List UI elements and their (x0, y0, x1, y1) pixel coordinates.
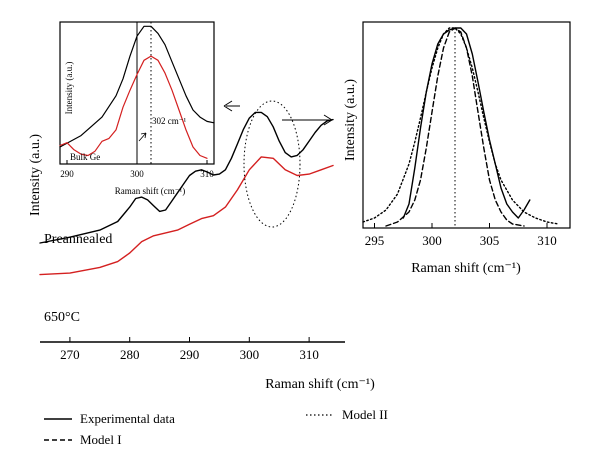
left-inset-curves (59, 22, 215, 164)
legend-label-experimental: Experimental data (80, 411, 175, 426)
bulk-ge-label: Bulk Ge (70, 152, 100, 162)
right-inset-x-axis-label: Raman shift (cm⁻¹) (411, 261, 521, 276)
x-tick-label: 310 (299, 347, 319, 362)
series-line (385, 27, 525, 227)
main-x-axis-label: Raman shift (cm⁻¹) (265, 377, 375, 392)
x-tick-label: 305 (480, 233, 500, 248)
right-inset-chart: 295 300 305 310 Raman shift (cm⁻¹) Intensit… (343, 21, 571, 276)
legend: Experimental data Model I Model II (44, 407, 388, 447)
main-y-axis-label: Intensity (a.u.) (28, 134, 43, 216)
main-x-ticks: 270 280 290 300 310 (60, 337, 319, 362)
x-tick-label: 295 (365, 233, 385, 248)
x-tick-label: 300 (240, 347, 260, 362)
right-inset-x-ticks: 295 300 305 310 (365, 223, 557, 248)
peak-302-label: 302 cm⁻¹ (152, 116, 186, 126)
series-line (39, 111, 334, 244)
annotation-preannealed: Preannealed (44, 232, 112, 247)
legend-label-model-1: Model I (80, 432, 122, 447)
peak-302-arrow (138, 132, 147, 142)
series-line (59, 55, 208, 159)
left-inset-y-axis-label: Intensity (a.u.) (64, 62, 74, 115)
x-tick-label: 290 (60, 169, 74, 179)
series-line (402, 27, 531, 219)
x-tick-label: 300 (422, 233, 442, 248)
x-tick-label: 310 (537, 233, 557, 248)
right-inset-frame (362, 21, 571, 229)
right-inset-y-axis-label: Intensity (a.u.) (343, 79, 358, 161)
main-chart: 270 280 290 300 310 Raman shift (cm⁻¹) Inten… (28, 100, 375, 392)
x-tick-label: 300 (130, 169, 144, 179)
highlight-ellipse (243, 100, 301, 228)
x-tick-label: 310 (200, 169, 214, 179)
left-inset-x-axis-label: Raman shift (cm⁻¹) (115, 186, 185, 196)
series-line (39, 156, 334, 276)
right-inset-curves (362, 27, 560, 228)
main-curves (39, 111, 334, 276)
x-tick-label: 290 (180, 347, 200, 362)
x-tick-label: 280 (120, 347, 140, 362)
annotation-650c: 650°C (44, 310, 80, 325)
x-tick-label: 270 (60, 347, 80, 362)
series-line (362, 27, 560, 225)
legend-label-model-2: Model II (342, 407, 388, 422)
series-line (59, 25, 215, 148)
arrow-left-head (223, 100, 233, 112)
left-inset-chart: 290 300 310 Raman shift (cm⁻¹) Intensity (… (59, 21, 215, 196)
arrow-right-head (323, 114, 333, 126)
